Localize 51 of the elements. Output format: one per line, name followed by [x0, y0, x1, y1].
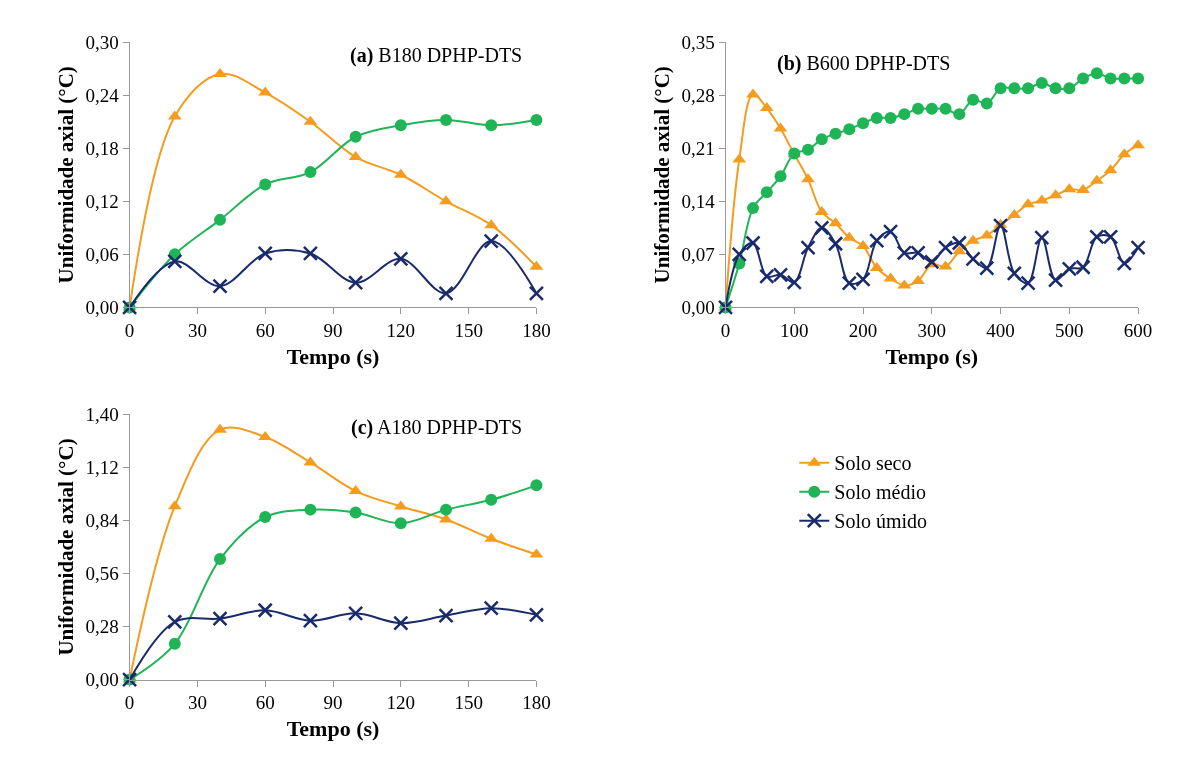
y-tick-label: 0,18 — [85, 137, 119, 159]
x-axis-title: Tempo (s) — [286, 344, 380, 370]
y-tick-label: 0,14 — [681, 190, 716, 212]
y-tick-label: 0,06 — [85, 244, 119, 266]
y-tick-label: 0,28 — [85, 616, 119, 638]
y-axis-title: Uniformidade axial (°C) — [53, 438, 78, 656]
x-tick-label: 60 — [255, 320, 275, 342]
x-tick-label: 500 — [1055, 320, 1084, 342]
y-tick-label: 0,56 — [85, 563, 119, 585]
x-axis-title: Tempo (s) — [885, 344, 979, 370]
y-tick-label: 0,00 — [85, 669, 119, 691]
x-tick-label: 300 — [917, 320, 947, 342]
x-tick-label: 120 — [386, 320, 416, 342]
y-tick-label: 0,24 — [85, 84, 120, 106]
x-tick-label: 400 — [986, 320, 1015, 342]
x-tick-label: 600 — [1123, 320, 1153, 342]
x-tick-label: 0 — [124, 692, 135, 714]
x-tick-label: 200 — [848, 320, 878, 342]
x-tick-label: 120 — [386, 692, 416, 714]
x-tick-label: 180 — [522, 692, 551, 714]
x-tick-label: 150 — [454, 692, 483, 714]
x-tick-label: 0 — [720, 320, 731, 342]
y-tick-label: 0,00 — [85, 297, 119, 319]
text: (b) B600 DPHP-DTS — [777, 52, 951, 75]
x-tick-label: 100 — [780, 320, 809, 342]
y-tick-label: 0,84 — [85, 510, 120, 532]
chart-title: (a) B180 DPHP-DTS — [350, 44, 523, 67]
x-tick-label: 0 — [124, 320, 135, 342]
y-tick-label: 1,40 — [85, 403, 119, 425]
x-tick-label: 60 — [255, 692, 275, 714]
x-tick-label: 90 — [323, 320, 343, 342]
y-tick-label: 0,21 — [681, 137, 715, 159]
y-axis-title: Uniformidade axial (°C) — [649, 66, 674, 284]
legend-label: Solo médio — [834, 481, 926, 504]
legend-label: Solo úmido — [834, 510, 928, 533]
y-tick-label: 0,30 — [85, 31, 119, 53]
y-axis-title: Uniformidade axial (°C) — [53, 66, 78, 284]
y-tick-label: 0,00 — [681, 297, 715, 319]
y-tick-label: 0,12 — [85, 190, 119, 212]
chart-title: (c) A180 DPHP-DTS — [351, 416, 523, 439]
x-tick-label: 150 — [454, 320, 483, 342]
x-tick-label: 180 — [522, 320, 551, 342]
legend-label: Solo seco — [834, 452, 912, 475]
x-tick-label: 30 — [187, 320, 207, 342]
x-tick-label: 90 — [323, 692, 343, 714]
y-tick-label: 0,35 — [681, 31, 715, 53]
y-tick-label: 0,07 — [681, 244, 715, 266]
y-tick-label: 1,12 — [85, 457, 119, 479]
x-axis-title: Tempo (s) — [286, 716, 380, 742]
y-tick-label: 0,28 — [681, 84, 715, 106]
x-tick-label: 30 — [187, 692, 207, 714]
